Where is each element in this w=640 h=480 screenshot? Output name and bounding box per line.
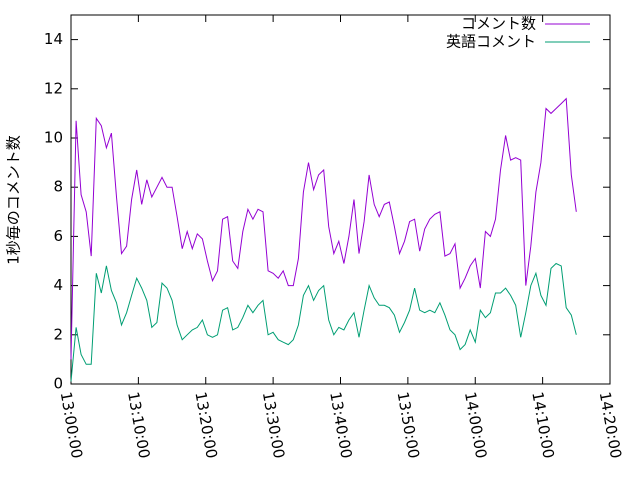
x-tick-label: 13:40:00: [326, 390, 355, 459]
x-tick-label: 13:00:00: [57, 390, 86, 459]
x-tick-label: 14:00:00: [461, 390, 490, 459]
y-tick-label: 6: [53, 227, 63, 245]
y-axis-label: 1秒毎のコメント数: [5, 135, 23, 265]
y-tick-label: 2: [53, 325, 63, 343]
series-line: [70, 262, 577, 382]
x-tick-label: 13:10:00: [124, 390, 153, 459]
y-tick-label: 0: [53, 375, 63, 393]
x-tick-label: 14:20:00: [596, 390, 625, 459]
y-tick-label: 10: [44, 129, 63, 147]
y-tick-label: 8: [53, 178, 63, 196]
legend-label: コメント数: [461, 15, 536, 33]
series-line: [70, 97, 577, 360]
x-tick-label: 14:10:00: [528, 390, 557, 459]
y-tick-label: 14: [44, 30, 63, 48]
x-tick-label: 13:50:00: [394, 390, 423, 459]
legend-label: 英語コメント: [446, 33, 536, 51]
y-tick-label: 4: [53, 276, 63, 294]
x-tick-label: 13:30:00: [259, 390, 288, 459]
y-tick-label: 12: [44, 79, 63, 97]
x-tick-label: 13:20:00: [191, 390, 220, 459]
